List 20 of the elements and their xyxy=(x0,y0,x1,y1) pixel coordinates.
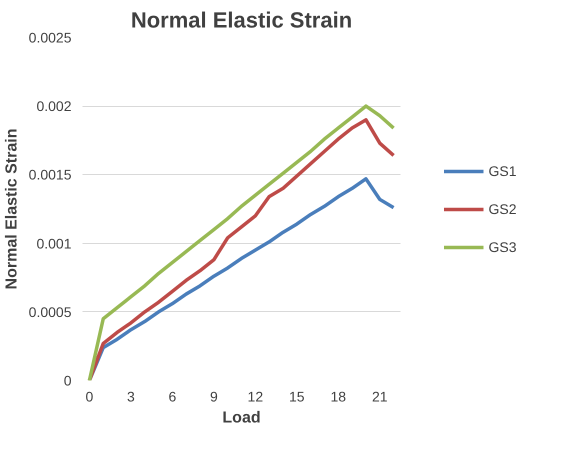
legend-label: GS3 xyxy=(488,238,517,254)
x-tick-label: 6 xyxy=(168,388,176,404)
x-tick-label: 9 xyxy=(210,388,218,404)
y-tick-label: 0.0025 xyxy=(28,30,72,46)
x-tick-label: 21 xyxy=(372,388,388,404)
y-tick-label: 0.002 xyxy=(36,98,72,114)
y-tick-label: 0.0005 xyxy=(28,304,72,320)
x-axis-title: Load xyxy=(222,410,261,426)
legend-label: GS2 xyxy=(488,200,517,216)
x-tick-label: 15 xyxy=(289,388,305,404)
y-tick-label: 0 xyxy=(64,372,72,388)
legend-label: GS1 xyxy=(488,162,517,178)
y-axis-title: Normal Elastic Strain xyxy=(4,128,21,290)
chart-title: Normal Elastic Strain xyxy=(130,8,352,32)
x-tick-label: 0 xyxy=(86,388,94,404)
x-tick-label: 3 xyxy=(127,388,135,404)
x-tick-label: 12 xyxy=(248,388,264,404)
y-tick-label: 0.001 xyxy=(36,235,72,252)
x-tick-label: 18 xyxy=(330,388,346,404)
y-tick-label: 0.0015 xyxy=(28,166,72,183)
